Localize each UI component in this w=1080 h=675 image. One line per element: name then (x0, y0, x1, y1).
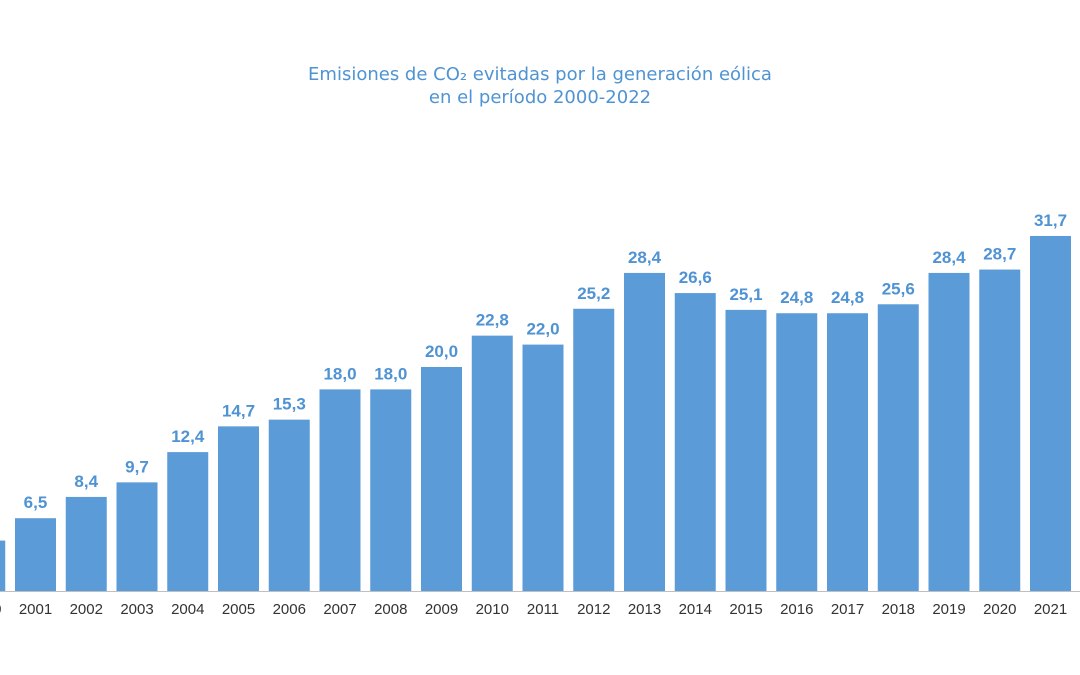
data-label-2008: 18,0 (374, 364, 407, 383)
data-label-2019: 28,4 (932, 248, 966, 267)
bar-2000 (0, 540, 6, 591)
bar-2020 (979, 269, 1021, 591)
x-tick-2001: 2001 (19, 601, 52, 618)
bar-2007 (319, 389, 361, 591)
bar-2010 (471, 335, 513, 591)
bar-2013 (624, 272, 665, 591)
bar-2019 (928, 272, 970, 591)
x-tick-2003: 2003 (120, 601, 153, 618)
data-label-2017: 24,8 (831, 288, 864, 307)
bar-2015 (725, 309, 767, 591)
bar-2001 (15, 518, 56, 591)
bar-2021 (1030, 235, 1071, 591)
bar-2014 (674, 293, 716, 591)
data-label-2020: 28,7 (983, 245, 1016, 264)
x-tick-2000: 2000 (0, 601, 1, 618)
data-label-2014: 26,6 (679, 268, 712, 287)
chart-title: Emisiones de CO₂ evitadas por la generac… (0, 63, 1080, 109)
x-tick-2007: 2007 (323, 601, 356, 618)
chart-title-line2: en el período 2000-2022 (428, 87, 652, 108)
data-label-2012: 25,2 (577, 284, 610, 303)
x-tick-2009: 2009 (425, 601, 458, 618)
data-label-2009: 20,0 (425, 342, 458, 361)
data-label-2007: 18,0 (323, 364, 356, 383)
bar-2004 (167, 452, 209, 591)
data-label-2001: 6,5 (24, 493, 48, 512)
bar-2009 (421, 367, 462, 591)
data-label-2005: 14,7 (222, 401, 255, 420)
bar-2017 (827, 313, 868, 591)
bar-2016 (776, 313, 818, 591)
data-label-2004: 12,4 (171, 427, 205, 446)
x-tick-2012: 2012 (577, 601, 610, 618)
data-label-2003: 9,7 (125, 457, 149, 476)
chart-title-line1: Emisiones de CO₂ evitadas por la generac… (308, 64, 772, 85)
data-label-2006: 15,3 (273, 395, 306, 414)
x-tick-2008: 2008 (374, 601, 407, 618)
data-label-2011: 22,0 (526, 320, 559, 339)
bar-2002 (65, 496, 107, 591)
bar-2005 (218, 426, 259, 591)
x-tick-2010: 2010 (476, 601, 509, 618)
x-tick-2017: 2017 (831, 601, 864, 618)
data-label-2021: 31,7 (1034, 211, 1067, 230)
x-tick-2019: 2019 (932, 601, 965, 618)
x-tick-2015: 2015 (729, 601, 762, 618)
x-tick-2013: 2013 (628, 601, 661, 618)
x-tick-2004: 2004 (171, 601, 204, 618)
x-tick-2006: 2006 (273, 601, 306, 618)
x-tick-2002: 2002 (70, 601, 103, 618)
data-label-2016: 24,8 (780, 288, 813, 307)
x-tick-2020: 2020 (983, 601, 1016, 618)
bar-2012 (573, 308, 615, 591)
bar-2011 (522, 344, 564, 591)
data-label-2010: 22,8 (476, 311, 509, 330)
x-tick-2016: 2016 (780, 601, 813, 618)
data-label-2015: 25,1 (729, 285, 762, 304)
data-label-2013: 28,4 (628, 248, 662, 267)
data-label-2002: 8,4 (74, 472, 98, 491)
x-tick-2011: 2011 (527, 601, 559, 618)
bar-2003 (116, 482, 158, 591)
x-tick-2021: 2021 (1034, 601, 1067, 618)
x-tick-2014: 2014 (679, 601, 712, 618)
data-label-2018: 25,6 (882, 279, 915, 298)
bar-2018 (877, 304, 919, 591)
bar-2008 (370, 389, 412, 591)
x-tick-2018: 2018 (882, 601, 915, 618)
bar-2006 (268, 419, 310, 591)
x-tick-2005: 2005 (222, 601, 255, 618)
